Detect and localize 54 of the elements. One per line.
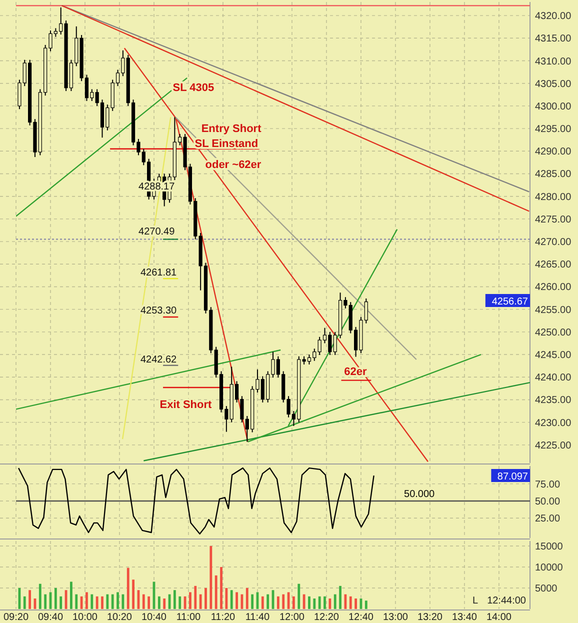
ref-line-label: 50.000 [404,488,436,500]
x-tick-label: 11:40 [245,612,270,623]
y-tick-label: 4260.00 [535,282,572,294]
y-tick-label: 4265.00 [535,260,572,271]
y-tick-label: 10000 [535,562,564,574]
annotation: 4242.62 [140,354,178,366]
annotation: 4270.49 [138,226,176,238]
y-tick-label: 25.00 [535,514,560,525]
y-tick-label: 4225.00 [535,440,572,452]
y-tick-label: 4305.00 [535,78,572,90]
x-tick-label: 10:40 [141,612,167,623]
x-tick-label: 11:20 [210,612,236,623]
x-tick-label: 14:00 [486,612,512,623]
y-tick-label: 4245.00 [535,350,572,362]
x-tick-label: 12:00 [279,612,305,623]
x-tick-label: 09:20 [3,612,29,623]
annotation: SL Einstand [194,138,258,150]
x-tick-label: 10:20 [106,612,132,623]
annotation: 4256.67 [492,296,528,308]
annotation: L [472,596,478,606]
y-tick-label: 5000 [535,584,558,595]
y-tick-label: 4250.00 [535,327,572,338]
annotation: Entry Short [201,122,262,135]
y-tick-label: 4290.00 [535,146,572,158]
y-tick-label: 4315.00 [535,34,572,45]
annotation: 87.097 [497,472,528,482]
y-tick-label: 50.00 [535,496,560,508]
y-tick-label: 4235.00 [535,395,572,406]
x-tick-label: 10:00 [72,612,98,623]
x-tick-label: 11:00 [176,612,202,623]
x-tick-label: 13:00 [382,612,408,623]
y-tick-label: 4300.00 [535,101,572,112]
annotation: Exit Short [160,398,212,411]
annotation: SL 4305 [172,82,214,94]
x-tick-label: 13:20 [417,612,443,623]
y-tick-label: 4295.00 [535,124,572,136]
y-tick-label: 15000 [535,542,564,553]
y-tick-label: 4310.00 [535,56,572,68]
y-tick-label: 4255.00 [535,304,572,316]
x-tick-label: 12:40 [348,612,374,623]
x-tick-label: 09:40 [38,612,64,623]
y-tick-label: 4270.00 [535,237,572,248]
y-tick-label: 4230.00 [535,418,572,429]
y-tick-label: 4280.00 [535,192,572,203]
y-tick-label: 75.00 [535,479,560,490]
y-tick-label: 4240.00 [535,372,572,384]
y-tick-label: 4285.00 [535,169,572,180]
y-tick-label: 4320.00 [535,11,572,22]
y-tick-label: 4275.00 [535,214,572,226]
x-tick-label: 12:20 [314,612,340,623]
x-tick-label: 13:40 [452,612,478,623]
annotation: 12:44:00 [487,596,526,606]
annotation: 4261.81 [140,268,178,278]
annotation: 4253.30 [140,306,178,316]
